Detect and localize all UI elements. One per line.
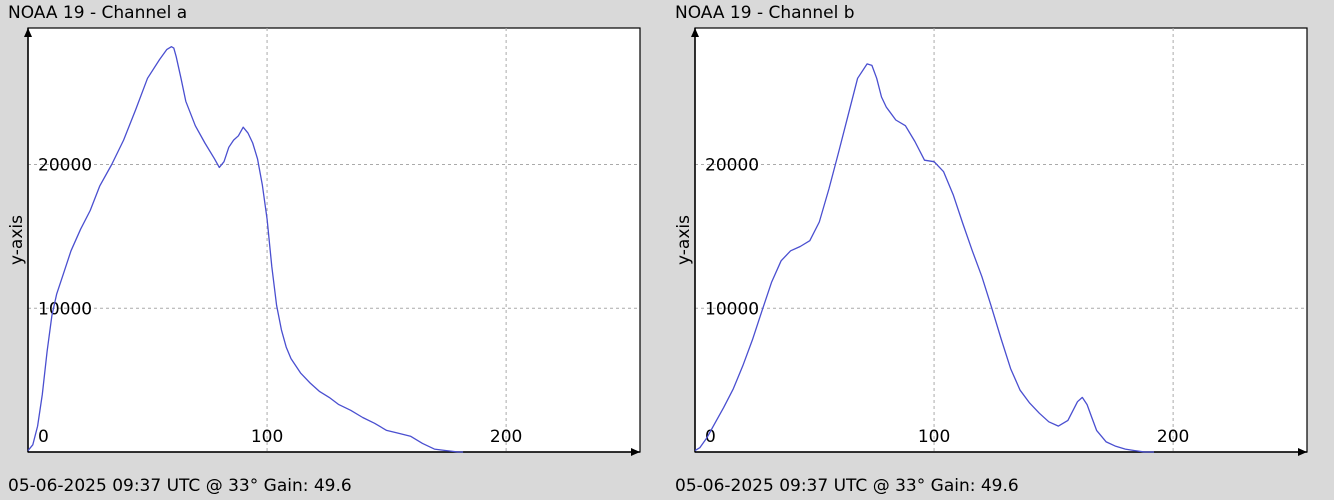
chart-footer: 05-06-2025 09:37 UTC @ 33° Gain: 49.6 <box>8 476 352 496</box>
chart-title: NOAA 19 - Channel b <box>675 3 855 23</box>
x-axis-arrow <box>1298 448 1307 456</box>
y-axis-label: y-axis <box>674 215 694 265</box>
chart-footer: 05-06-2025 09:37 UTC @ 33° Gain: 49.6 <box>675 476 1019 496</box>
x-tick-label: 0 <box>38 427 49 447</box>
plot-area <box>694 27 1308 453</box>
plot-area <box>27 27 641 453</box>
y-tick-label: 20000 <box>705 156 759 176</box>
x-tick-label: 100 <box>251 427 283 447</box>
chart-svg-b: 0 100 200 10000 20000 y-axis <box>674 27 1308 456</box>
y-axis-arrow <box>24 28 32 37</box>
chart-svg-a: 0 100 200 10000 20000 y-axis <box>7 27 641 456</box>
y-tick-label: 10000 <box>38 299 92 319</box>
x-tick-label: 100 <box>918 427 950 447</box>
x-tick-label: 0 <box>705 427 716 447</box>
chart-title: NOAA 19 - Channel a <box>8 3 188 23</box>
y-axis-arrow <box>691 28 699 37</box>
series-line <box>27 46 464 453</box>
y-tick-label: 20000 <box>38 156 92 176</box>
y-tick-label: 10000 <box>705 299 759 319</box>
x-tick-label: 200 <box>1157 427 1189 447</box>
y-axis-label: y-axis <box>7 215 27 265</box>
x-axis-arrow <box>631 448 640 456</box>
series-line <box>694 63 1154 453</box>
chart-panel-b: 0 100 200 10000 20000 y-axis NOAA 19 - Channe… <box>667 0 1334 500</box>
chart-panel-a: 0 100 200 10000 20000 y-axis NOAA 19 - Channe… <box>7 3 641 496</box>
x-tick-label: 200 <box>490 427 522 447</box>
